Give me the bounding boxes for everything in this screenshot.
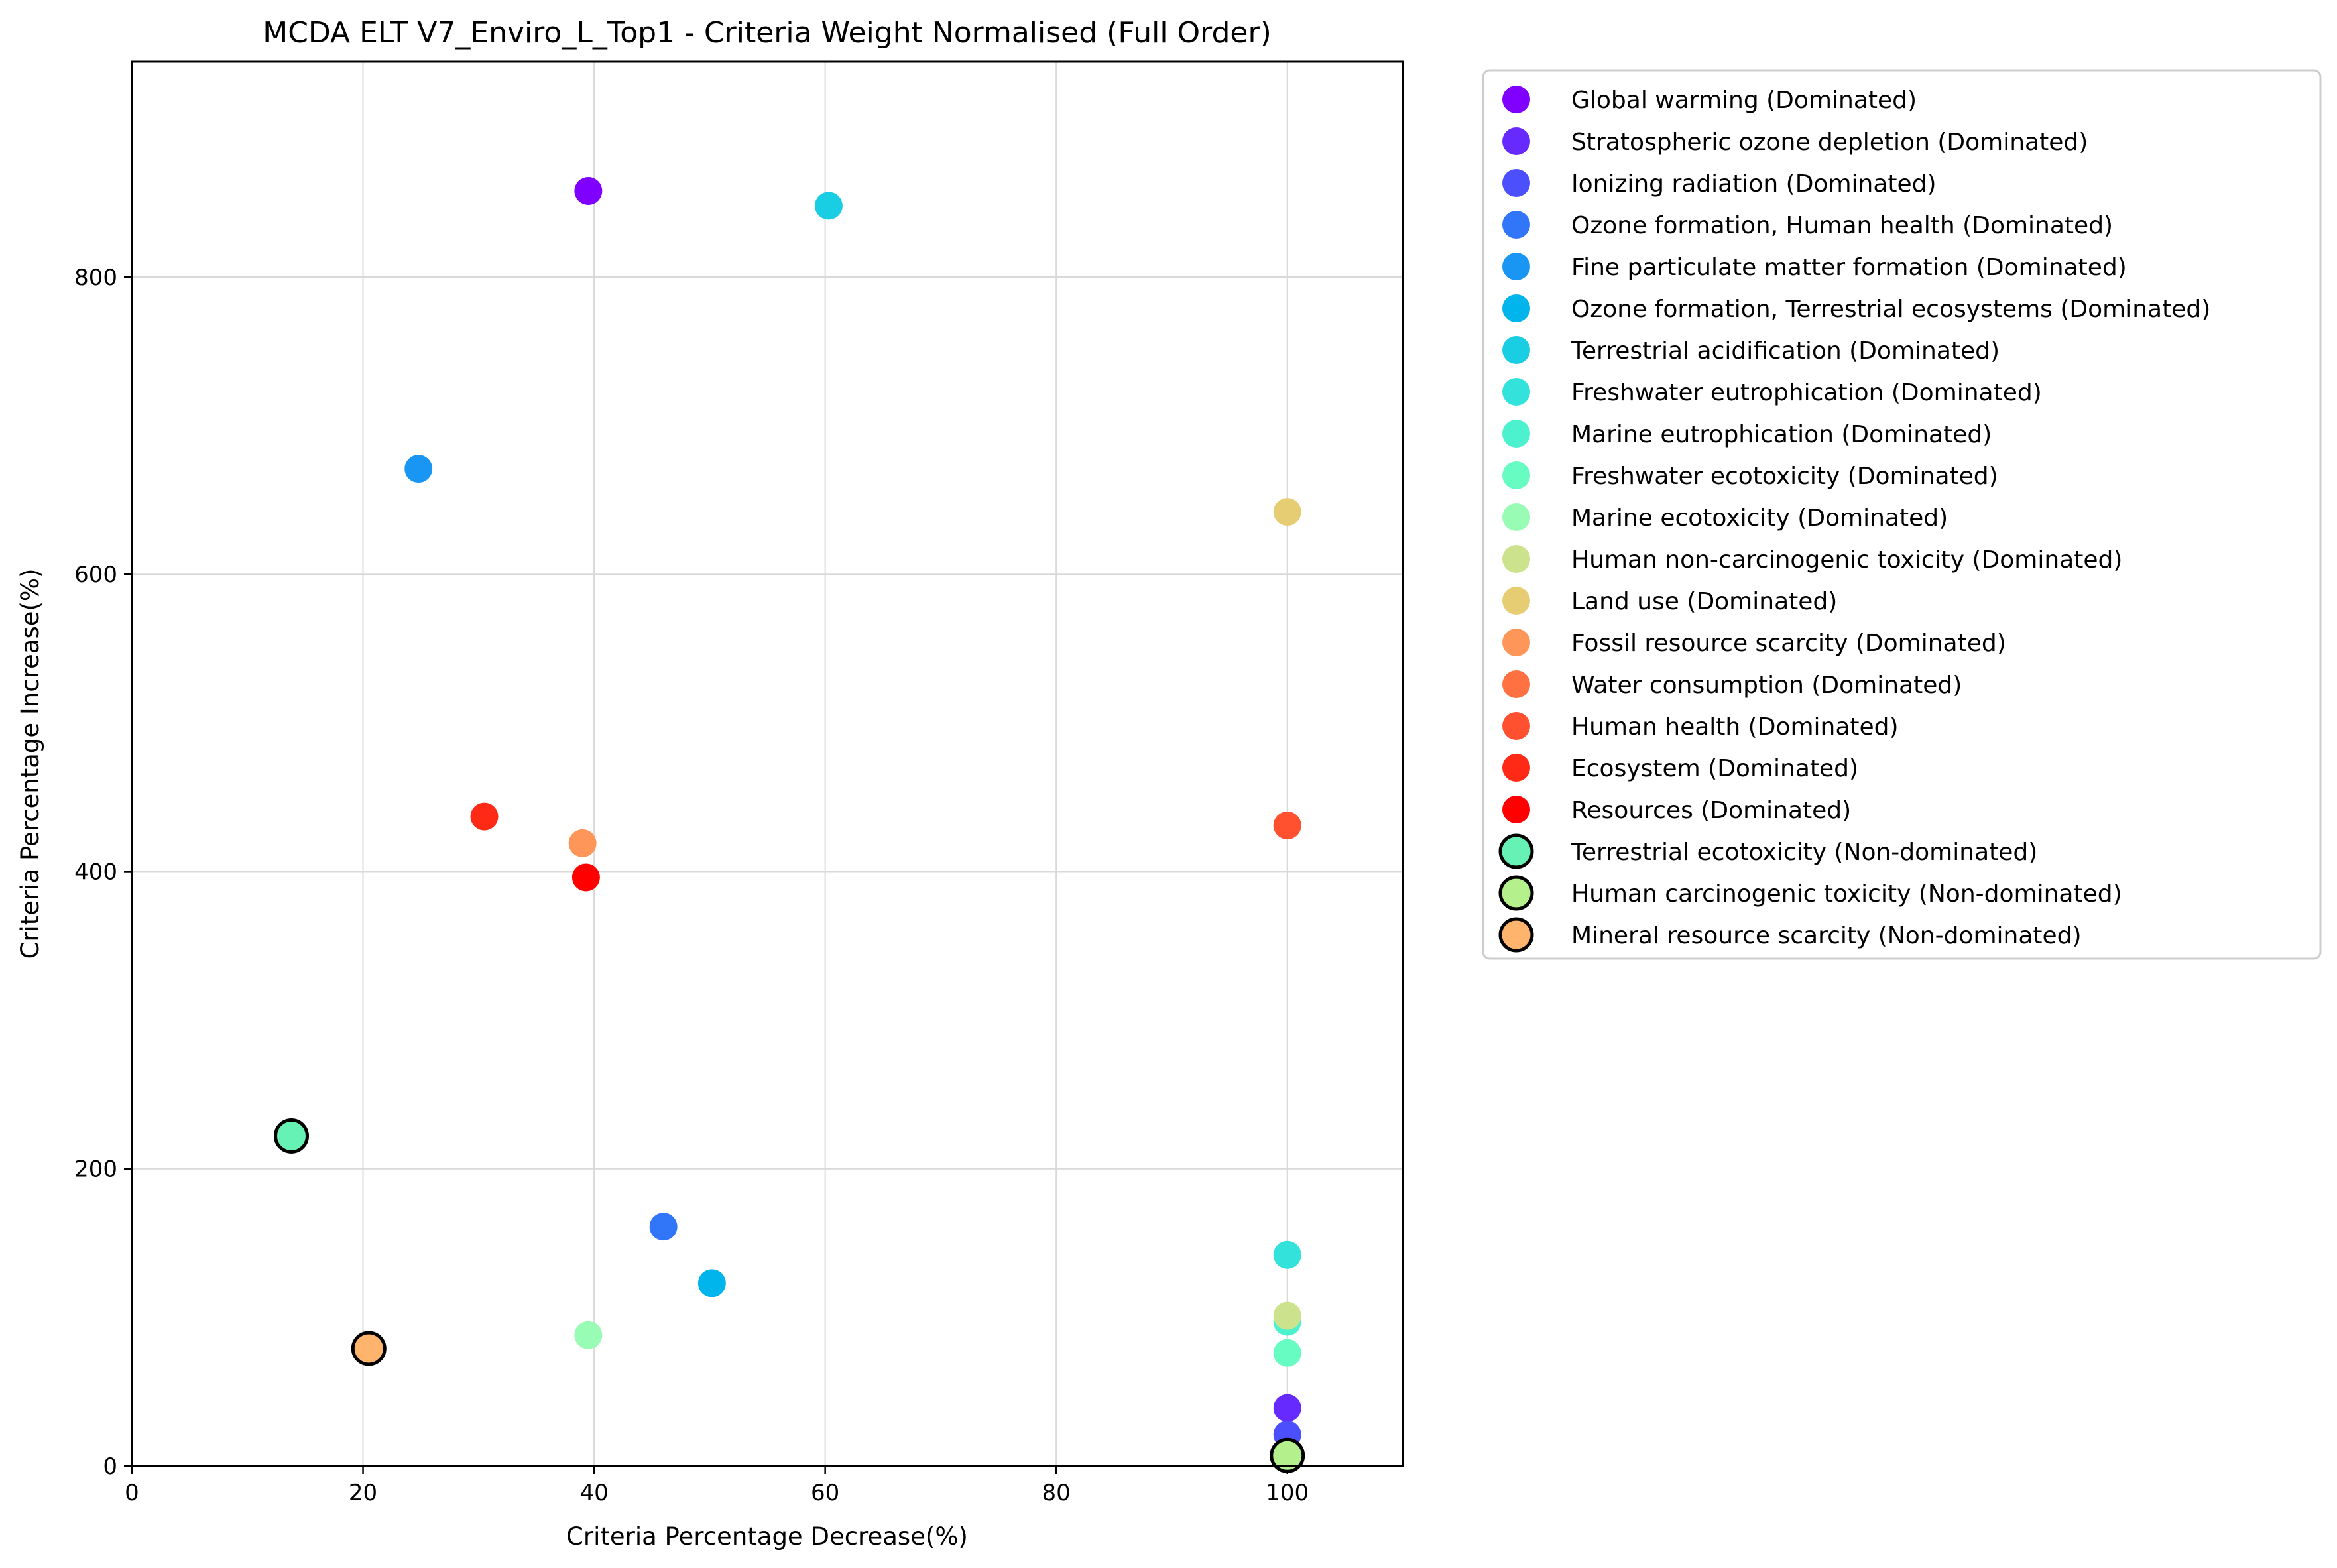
legend-marker	[1502, 587, 1530, 615]
legend-box	[1482, 69, 2322, 960]
legend-label: Marine eutrophication (Dominated)	[1571, 421, 1992, 448]
legend-marker	[1502, 461, 1530, 489]
x-tick-label: 100	[1266, 1480, 1309, 1506]
x-tick-label: 60	[811, 1480, 839, 1506]
x-tick-label: 0	[125, 1480, 139, 1506]
data-point	[1273, 498, 1301, 526]
data-point	[649, 1213, 678, 1241]
legend-label: Fine particulate matter formation (Domin…	[1571, 254, 2127, 281]
x-axis-label: Criteria Percentage Decrease(%)	[566, 1522, 968, 1551]
legend-label: Ozone formation, Terrestrial ecosystems …	[1571, 296, 2210, 323]
legend-marker	[1502, 670, 1530, 698]
data-point	[404, 455, 433, 483]
legend-label: Ozone formation, Human health (Dominated…	[1571, 212, 2113, 239]
x-tick-label: 20	[349, 1480, 377, 1506]
y-tick-label: 0	[103, 1453, 117, 1480]
data-point	[351, 1331, 387, 1366]
legend: Global warming (Dominated) Stratospheric …	[1482, 69, 2322, 960]
data-point	[470, 802, 499, 831]
legend-label: Terrestrial acidification (Dominated)	[1571, 337, 2000, 365]
legend-marker	[1502, 629, 1530, 656]
legend-marker	[1498, 917, 1534, 953]
data-points	[273, 176, 1305, 1473]
y-tick-label: 600	[74, 562, 117, 588]
legend-marker	[1502, 796, 1530, 823]
legend-marker	[1502, 211, 1530, 239]
data-point	[1273, 1339, 1301, 1367]
grid-lines	[131, 62, 1403, 1467]
data-point	[574, 176, 603, 205]
data-point	[568, 829, 597, 857]
data-point	[814, 192, 843, 220]
legend-label: Ionizing radiation (Dominated)	[1571, 170, 1937, 198]
chart-title: MCDA ELT V7_Enviro_L_Top1 - Criteria Wei…	[263, 16, 1272, 50]
data-point	[1270, 1437, 1305, 1473]
legend-label: Human health (Dominated)	[1571, 713, 1899, 741]
legend-label: Marine ecotoxicity (Dominated)	[1571, 505, 1948, 532]
legend-marker	[1498, 875, 1534, 911]
legend-label: Freshwater ecotoxicity (Dominated)	[1571, 463, 1998, 490]
legend-label: Land use (Dominated)	[1571, 588, 1837, 615]
legend-label: Human carcinogenic toxicity (Non-dominat…	[1571, 880, 2122, 908]
legend-label: Ecosystem (Dominated)	[1571, 755, 1858, 782]
legend-marker	[1502, 86, 1530, 113]
y-tick-label: 400	[74, 859, 117, 885]
y-tick-label: 800	[74, 265, 117, 291]
axis-ticks: 0 20 40 60 80 100 0 200 400 600 800	[74, 265, 1309, 1506]
legend-label: Freshwater eutrophication (Dominated)	[1571, 379, 2042, 406]
y-axis-label: Criteria Percentage Increase(%)	[16, 568, 44, 959]
legend-marker	[1502, 754, 1530, 782]
x-tick-label: 80	[1042, 1480, 1071, 1506]
data-point	[574, 1321, 603, 1349]
x-tick-label: 40	[579, 1480, 608, 1506]
legend-label: Stratospheric ozone depletion (Dominated…	[1571, 129, 2088, 156]
data-point	[1273, 1301, 1301, 1330]
data-point	[697, 1269, 726, 1297]
legend-marker	[1502, 253, 1530, 280]
data-point	[1273, 812, 1301, 840]
legend-label: Fossil resource scarcity (Dominated)	[1571, 630, 2006, 657]
plot-frame	[131, 60, 1404, 1467]
data-point	[273, 1118, 309, 1154]
legend-label: Global warming (Dominated)	[1571, 87, 1917, 114]
legend-label: Resources (Dominated)	[1571, 797, 1851, 824]
legend-marker	[1502, 712, 1530, 740]
legend-marker	[1502, 420, 1530, 448]
legend-label: Mineral resource scarcity (Non-dominated…	[1571, 922, 2082, 949]
legend-marker	[1502, 127, 1530, 155]
legend-label: Terrestrial ecotoxicity (Non-dominated)	[1571, 839, 2037, 866]
legend-marker	[1502, 545, 1530, 573]
legend-marker	[1502, 336, 1530, 364]
data-point	[1273, 1394, 1301, 1422]
legend-label: Human non-carcinogenic toxicity (Dominat…	[1571, 546, 2122, 573]
legend-label: Water consumption (Dominated)	[1571, 672, 1962, 699]
data-point	[1273, 1240, 1301, 1269]
legend-marker	[1502, 503, 1530, 531]
legend-marker	[1502, 378, 1530, 406]
y-tick-label: 200	[74, 1156, 117, 1183]
legend-marker	[1502, 294, 1530, 322]
data-point	[571, 863, 600, 892]
legend-marker	[1498, 833, 1534, 869]
legend-marker	[1502, 169, 1530, 197]
